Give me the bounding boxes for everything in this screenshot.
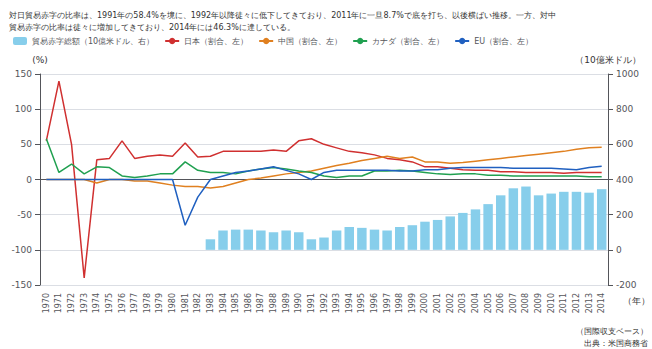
svg-text:1978: 1978 [143, 293, 152, 313]
svg-text:（国際収支ベース）: （国際収支ベース） [576, 327, 648, 336]
svg-text:1988: 1988 [269, 293, 278, 313]
svg-text:600: 600 [616, 139, 633, 149]
svg-text:1975: 1975 [105, 293, 114, 313]
svg-text:2002: 2002 [446, 293, 455, 313]
svg-text:1980: 1980 [168, 293, 177, 313]
svg-text:貿易赤字総額（10億米ドル、右）: 貿易赤字総額（10億米ドル、右） [32, 37, 154, 46]
svg-text:200: 200 [616, 210, 633, 220]
svg-text:2009: 2009 [534, 293, 543, 313]
svg-text:50: 50 [21, 139, 33, 149]
svg-text:1995: 1995 [357, 293, 366, 313]
svg-text:1984: 1984 [219, 293, 228, 313]
svg-text:出典：米国商務省: 出典：米国商務省 [584, 339, 648, 348]
svg-text:1974: 1974 [92, 293, 101, 313]
svg-text:2000: 2000 [420, 293, 429, 313]
svg-text:1992: 1992 [320, 293, 329, 313]
svg-text:1994: 1994 [345, 293, 354, 313]
svg-text:2012: 2012 [572, 293, 581, 313]
svg-text:カナダ（割合、左）: カナダ（割合、左） [372, 37, 444, 46]
svg-text:(%): (%) [32, 55, 48, 65]
svg-text:EU（割合、左）: EU（割合、左） [474, 37, 533, 46]
svg-text:1993: 1993 [332, 293, 341, 313]
svg-text:-200: -200 [616, 280, 637, 290]
svg-text:1991: 1991 [307, 293, 316, 313]
svg-text:1971: 1971 [54, 293, 63, 313]
svg-text:1970: 1970 [42, 293, 51, 313]
svg-text:1983: 1983 [206, 293, 215, 313]
svg-text:0: 0 [26, 175, 32, 185]
svg-text:日本（割合、左）: 日本（割合、左） [184, 37, 248, 46]
svg-text:1998: 1998 [395, 293, 404, 313]
svg-text:1985: 1985 [231, 293, 240, 313]
svg-text:0: 0 [616, 245, 622, 255]
svg-text:1982: 1982 [193, 293, 202, 313]
svg-text:2005: 2005 [484, 293, 493, 313]
svg-text:2001: 2001 [433, 293, 442, 313]
svg-text:1976: 1976 [118, 293, 127, 313]
svg-text:貿易赤字の比率は徒々に増加してきており、2014年には46.: 貿易赤字の比率は徒々に増加してきており、2014年には46.3%に達している。 [9, 23, 295, 32]
svg-text:100: 100 [15, 104, 32, 114]
svg-text:1977: 1977 [130, 293, 139, 313]
svg-text:-50: -50 [17, 210, 32, 220]
svg-text:1972: 1972 [67, 293, 76, 313]
svg-text:対日貿易赤字の比率は、1991年の58.4%を境に、1992: 対日貿易赤字の比率は、1991年の58.4%を境に、1992年以降徒々に低下して… [9, 11, 556, 20]
svg-text:2004: 2004 [471, 293, 480, 313]
svg-text:2014: 2014 [597, 293, 606, 313]
svg-text:1979: 1979 [155, 293, 164, 313]
svg-text:1996: 1996 [370, 293, 379, 313]
svg-text:2006: 2006 [496, 293, 505, 313]
svg-text:2010: 2010 [547, 293, 556, 313]
svg-text:2013: 2013 [585, 293, 594, 313]
svg-text:1990: 1990 [294, 293, 303, 313]
svg-text:1986: 1986 [244, 293, 253, 313]
svg-text:2007: 2007 [509, 293, 518, 313]
svg-text:（10億米ドル）: （10億米ドル） [575, 55, 640, 65]
svg-text:1973: 1973 [80, 293, 89, 313]
svg-text:1989: 1989 [282, 293, 291, 313]
svg-text:中国（割合、左）: 中国（割合、左） [278, 37, 342, 46]
svg-text:-150: -150 [12, 280, 33, 290]
svg-text:2011: 2011 [559, 293, 568, 313]
svg-text:150: 150 [15, 69, 32, 79]
svg-text:（年）: （年） [623, 296, 650, 306]
svg-text:1000: 1000 [616, 69, 639, 79]
svg-text:2003: 2003 [458, 293, 467, 313]
svg-text:-100: -100 [12, 245, 33, 255]
svg-text:1987: 1987 [256, 293, 265, 313]
svg-text:400: 400 [616, 175, 633, 185]
svg-text:1997: 1997 [383, 293, 392, 313]
svg-text:800: 800 [616, 104, 633, 114]
svg-text:1981: 1981 [181, 293, 190, 313]
svg-text:2008: 2008 [521, 293, 530, 313]
svg-text:1999: 1999 [408, 293, 417, 313]
